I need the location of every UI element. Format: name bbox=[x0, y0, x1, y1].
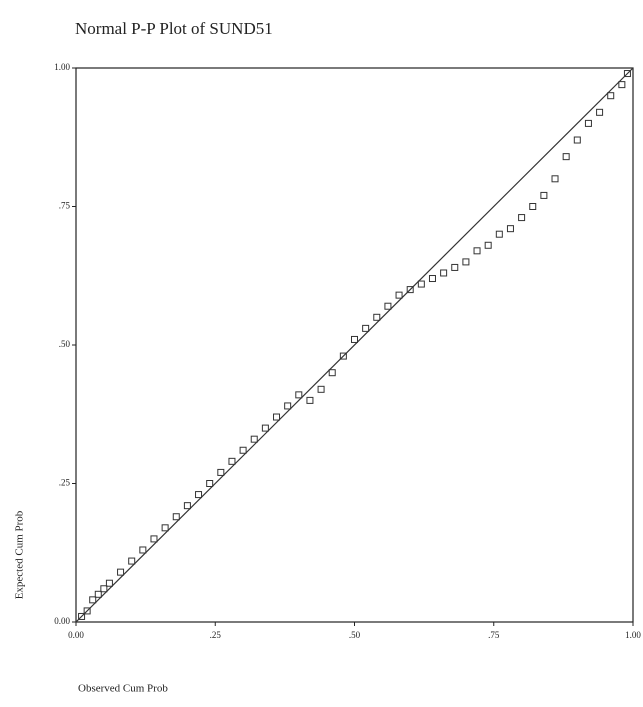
point bbox=[584, 119, 592, 127]
x-tick-label: .75 bbox=[488, 630, 500, 640]
point bbox=[139, 546, 147, 554]
point bbox=[362, 324, 370, 332]
point bbox=[128, 557, 136, 565]
point bbox=[518, 214, 526, 222]
point bbox=[117, 568, 125, 576]
x-tick-label: 1.00 bbox=[625, 630, 641, 640]
point bbox=[395, 291, 403, 299]
point bbox=[406, 286, 414, 294]
point bbox=[551, 175, 559, 183]
point bbox=[540, 191, 548, 199]
point bbox=[373, 313, 381, 321]
point bbox=[306, 396, 314, 404]
point bbox=[89, 596, 97, 604]
reference-line bbox=[75, 67, 634, 623]
chart-title: Normal P-P Plot of SUND51 bbox=[75, 19, 273, 38]
point bbox=[473, 247, 481, 255]
x-tick-label: 0.00 bbox=[68, 630, 84, 640]
point bbox=[228, 457, 236, 465]
point bbox=[596, 108, 604, 116]
point bbox=[172, 513, 180, 521]
point bbox=[284, 402, 292, 410]
point bbox=[484, 241, 492, 249]
x-tick-label: .50 bbox=[349, 630, 361, 640]
point bbox=[607, 92, 615, 100]
y-tick-label: 0.00 bbox=[54, 616, 70, 626]
point bbox=[339, 352, 347, 360]
point bbox=[351, 335, 358, 343]
y-tick-label: .25 bbox=[59, 478, 71, 488]
point bbox=[506, 225, 514, 233]
y-axis-label: Expected Cum Prob bbox=[14, 510, 26, 599]
point bbox=[573, 136, 581, 144]
point bbox=[384, 302, 392, 310]
point bbox=[529, 203, 537, 210]
y-tick-label: .50 bbox=[59, 339, 71, 349]
point bbox=[295, 391, 303, 399]
point bbox=[273, 413, 281, 421]
point bbox=[261, 424, 269, 432]
x-tick-label: .25 bbox=[210, 630, 222, 640]
point bbox=[195, 491, 203, 499]
point bbox=[183, 502, 191, 510]
point bbox=[94, 590, 102, 598]
point bbox=[328, 369, 336, 377]
point bbox=[78, 612, 86, 620]
x-axis-label: Observed Cum Prob bbox=[78, 683, 168, 695]
point bbox=[618, 81, 626, 89]
point bbox=[562, 153, 570, 161]
point bbox=[217, 468, 225, 476]
y-tick-label: 1.00 bbox=[54, 62, 70, 72]
point bbox=[417, 280, 425, 288]
point bbox=[83, 607, 91, 615]
point bbox=[161, 524, 169, 532]
y-tick-label: .75 bbox=[59, 201, 71, 211]
point bbox=[206, 480, 214, 487]
point bbox=[428, 275, 436, 283]
point bbox=[317, 385, 325, 393]
point bbox=[250, 435, 258, 443]
point bbox=[100, 585, 108, 593]
point bbox=[239, 446, 247, 454]
point bbox=[440, 269, 448, 277]
point bbox=[495, 230, 503, 238]
point bbox=[451, 263, 459, 271]
point bbox=[623, 70, 631, 78]
point bbox=[462, 258, 470, 266]
point bbox=[150, 535, 158, 543]
point bbox=[105, 579, 113, 587]
